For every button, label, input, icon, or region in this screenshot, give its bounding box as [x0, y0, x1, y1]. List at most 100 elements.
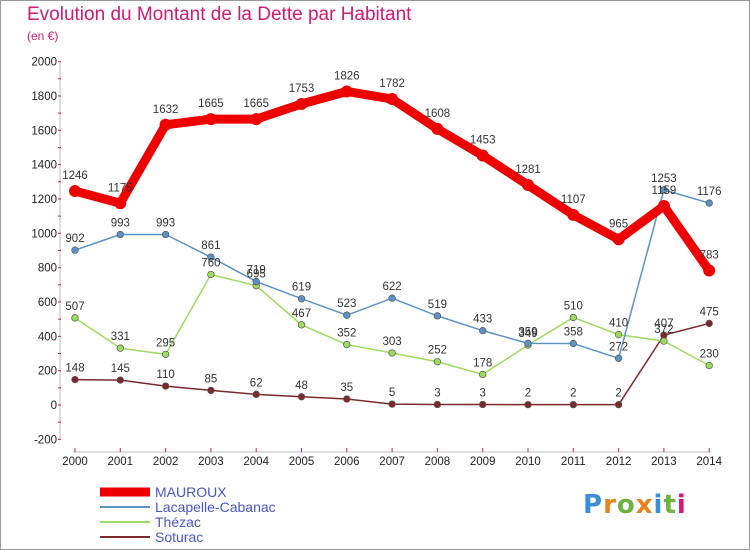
- data-label: 861: [201, 240, 220, 252]
- logo-letter: i: [653, 490, 664, 520]
- data-label: 519: [428, 299, 447, 311]
- data-point: [660, 337, 668, 345]
- data-point: [388, 294, 396, 302]
- x-tick-label: 2014: [696, 456, 722, 468]
- data-label: 2: [570, 388, 576, 400]
- data-label: 359: [518, 326, 537, 338]
- data-point: [295, 98, 308, 111]
- data-point: [705, 361, 713, 370]
- y-tick-label: 400: [38, 331, 57, 343]
- legend-label: Thézac: [155, 514, 201, 530]
- x-tick-label: 2002: [153, 456, 179, 468]
- data-label: 331: [111, 331, 130, 343]
- y-tick-label: 200: [38, 366, 57, 378]
- data-point: [705, 319, 713, 328]
- data-point: [614, 330, 623, 339]
- y-tick-label: -200: [34, 434, 57, 446]
- data-point: [71, 375, 79, 384]
- data-label: 1453: [470, 135, 496, 147]
- y-tick-label: 600: [38, 297, 57, 309]
- x-tick-label: 2007: [379, 456, 405, 468]
- data-label: 523: [337, 298, 356, 310]
- data-point: [388, 349, 396, 357]
- data-point: [569, 313, 577, 322]
- data-label: 622: [383, 281, 402, 293]
- data-point: [433, 400, 442, 409]
- data-point: [252, 277, 260, 286]
- logo-letter: i: [676, 490, 687, 520]
- data-label: 1159: [652, 185, 677, 197]
- data-point: [567, 208, 580, 221]
- x-tick-label: 2005: [289, 456, 315, 468]
- data-label: 358: [564, 327, 583, 339]
- data-label: 619: [292, 282, 311, 294]
- data-label: 993: [156, 218, 175, 230]
- data-point: [343, 395, 351, 403]
- data-point: [569, 339, 577, 348]
- data-label: 1281: [515, 164, 541, 176]
- data-point: [343, 311, 351, 319]
- data-point: [479, 370, 487, 379]
- chart-unit-label: (en €): [27, 29, 59, 43]
- data-label: 48: [295, 380, 308, 392]
- data-label: 349: [518, 328, 537, 340]
- data-label: 352: [337, 328, 356, 340]
- data-point: [524, 401, 532, 409]
- x-tick-label: 2012: [606, 456, 632, 468]
- data-label: 85: [205, 373, 218, 385]
- data-point: [433, 358, 442, 366]
- data-label: 410: [609, 318, 628, 330]
- logo-letter: P: [583, 490, 604, 520]
- data-point: [614, 354, 623, 362]
- data-point: [657, 199, 670, 212]
- y-tick-label: 2000: [31, 57, 57, 69]
- data-label: 1253: [651, 173, 677, 185]
- data-label: 62: [250, 377, 263, 389]
- data-point: [479, 327, 487, 335]
- data-point: [252, 390, 260, 399]
- data-label: 2: [525, 388, 531, 400]
- data-label: 407: [654, 318, 673, 330]
- data-point: [388, 400, 396, 408]
- x-tick-label: 2001: [108, 456, 134, 468]
- data-point: [522, 179, 534, 192]
- data-label: 148: [65, 363, 84, 375]
- data-label: 1246: [62, 170, 88, 182]
- data-label: 5: [389, 387, 395, 399]
- y-tick-label: 1600: [31, 125, 57, 137]
- x-tick-label: 2009: [470, 456, 496, 468]
- data-label: 1176: [697, 186, 722, 198]
- data-point: [297, 321, 306, 329]
- data-point: [386, 93, 399, 106]
- data-label: 230: [700, 349, 719, 361]
- data-point: [114, 197, 127, 210]
- y-tick-label: 0: [51, 400, 57, 412]
- data-point: [116, 376, 124, 384]
- data-point: [343, 340, 351, 349]
- data-label: 695: [247, 269, 266, 281]
- data-label: 1632: [153, 104, 179, 116]
- data-point: [297, 393, 306, 401]
- data-label: 272: [609, 341, 628, 353]
- data-label: 1608: [425, 108, 451, 120]
- logo-letter: t: [663, 490, 677, 520]
- data-point: [71, 246, 79, 254]
- data-point: [71, 314, 79, 322]
- data-point: [204, 113, 217, 126]
- data-point: [476, 149, 489, 162]
- data-point: [116, 230, 124, 239]
- data-point: [569, 401, 577, 409]
- logo-letter: x: [635, 490, 654, 520]
- legend-label: MAUROUX: [155, 484, 227, 500]
- data-label: 467: [292, 308, 311, 320]
- data-point: [524, 339, 532, 348]
- legend-label: Lacapelle-Cabanac: [155, 499, 276, 515]
- x-tick-label: 2000: [62, 456, 88, 468]
- data-label: 1665: [198, 98, 224, 110]
- data-label: 1826: [334, 70, 360, 82]
- y-tick-label: 1000: [31, 228, 57, 240]
- data-label: 303: [383, 336, 402, 348]
- data-label: 2: [615, 388, 621, 400]
- data-label: 35: [340, 382, 353, 394]
- data-point: [660, 186, 668, 194]
